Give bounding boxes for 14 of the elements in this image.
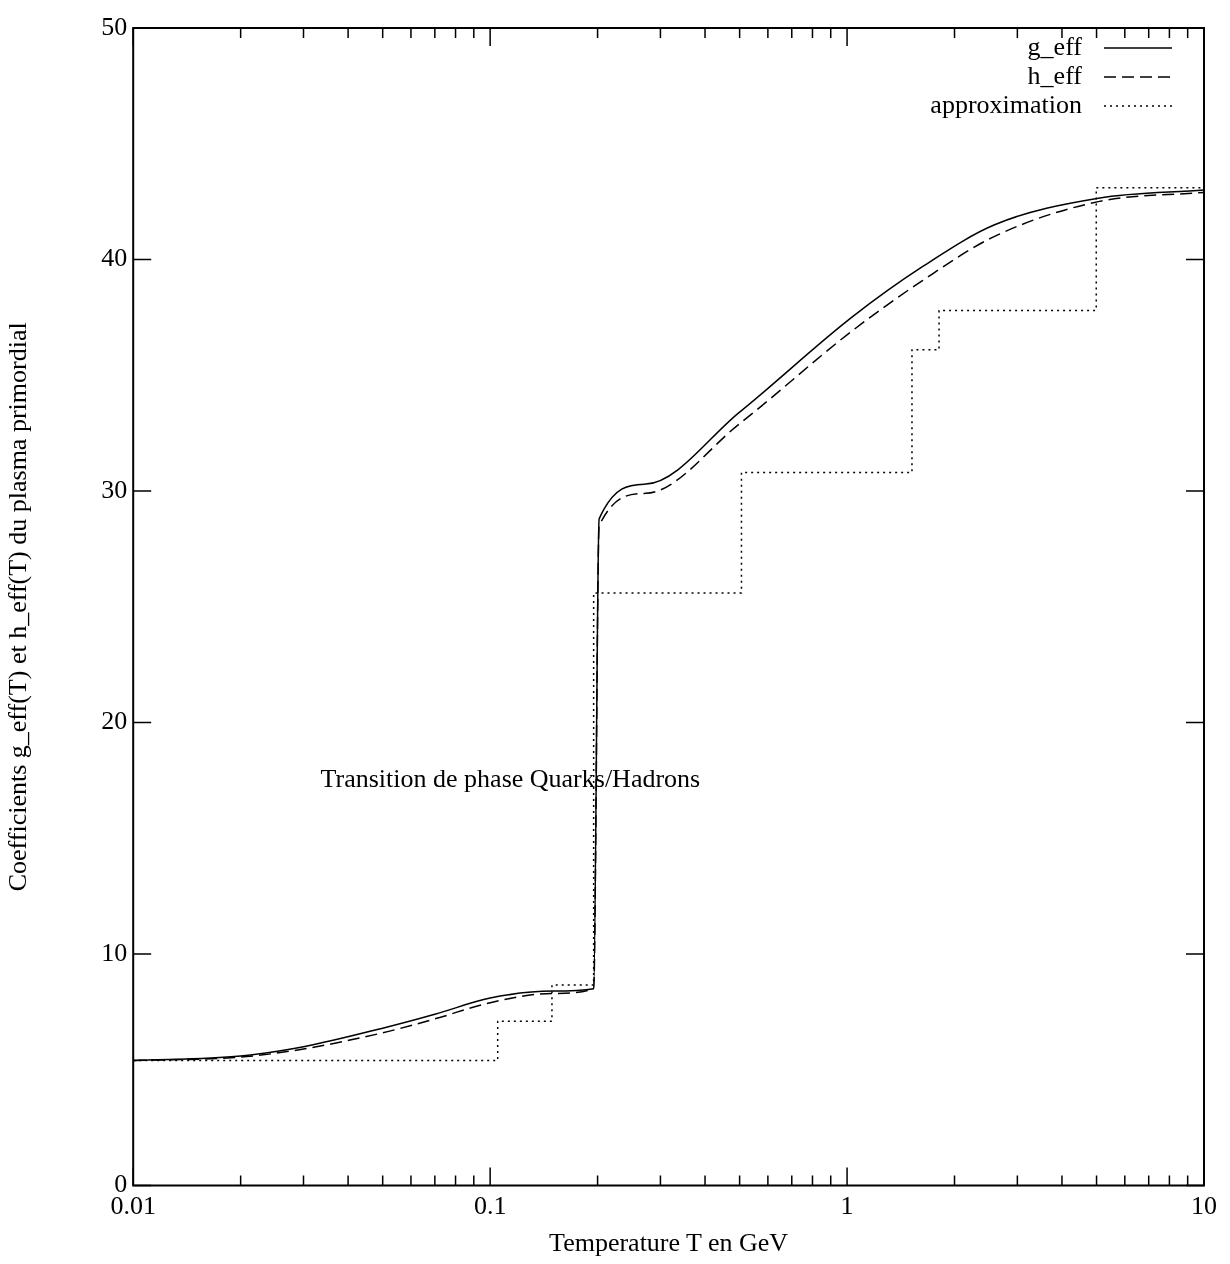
y-tick-label: 10: [101, 937, 128, 967]
x-tick-label: 0.1: [473, 1191, 507, 1221]
y-tick-label: 40: [101, 243, 128, 273]
y-axis-title: Coefficients g_eff(T) et h_eff(T) du plasma primordial: [3, 322, 33, 892]
y-tick-label: 30: [101, 474, 128, 504]
y-tick-label: 50: [101, 11, 128, 41]
y-tick-label: 20: [101, 706, 128, 736]
x-axis-title: Temperature T en GeV: [549, 1228, 789, 1258]
legend-label: approximation: [930, 89, 1082, 119]
x-tick-label: 10: [1191, 1191, 1217, 1221]
legend-label: g_eff: [1027, 31, 1083, 61]
legend-label: h_eff: [1027, 60, 1083, 90]
x-tick-label: 0.01: [110, 1191, 156, 1221]
x-tick-label: 1: [840, 1191, 854, 1221]
